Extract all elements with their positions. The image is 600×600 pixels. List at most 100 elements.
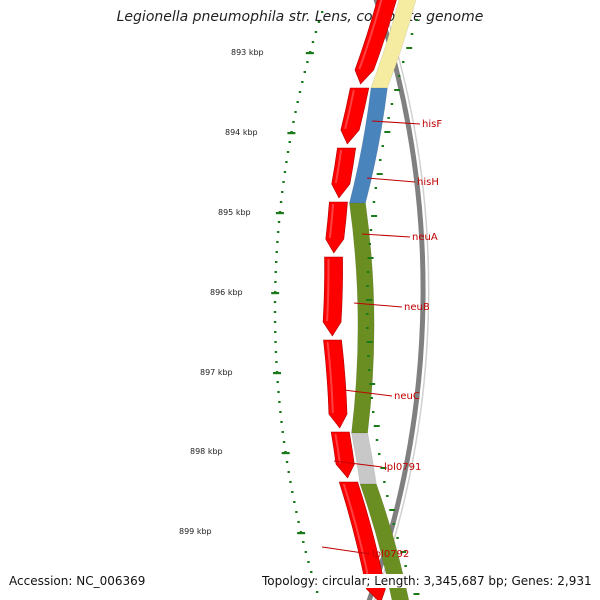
minor-tick bbox=[295, 511, 298, 513]
cds-arrow-highlight bbox=[334, 433, 341, 464]
ring-minor-tick bbox=[401, 61, 405, 63]
major-tick bbox=[287, 132, 296, 135]
ring-minor-tick bbox=[377, 453, 381, 455]
ring-major-tick bbox=[384, 131, 391, 133]
minor-tick bbox=[287, 471, 290, 473]
ring-minor-tick bbox=[374, 187, 378, 189]
label-leader-line bbox=[333, 460, 383, 468]
cds-arrow-highlight bbox=[328, 203, 335, 239]
minor-tick bbox=[285, 161, 288, 163]
feature-track bbox=[349, 0, 417, 600]
ring-major-tick bbox=[367, 257, 374, 259]
minor-tick bbox=[283, 171, 287, 173]
minor-tick bbox=[282, 181, 285, 183]
minor-tick bbox=[292, 121, 295, 123]
ring-major-tick bbox=[406, 47, 413, 49]
minor-tick bbox=[273, 301, 277, 303]
gene-label-hisF[interactable]: hisF bbox=[422, 119, 442, 130]
gene-label-lpl0791[interactable]: lpl0791 bbox=[384, 462, 421, 473]
gene-label-neuA[interactable]: neuA bbox=[412, 232, 438, 243]
ring-minor-tick bbox=[381, 145, 385, 147]
label-leader-line bbox=[321, 546, 371, 555]
minor-tick bbox=[276, 231, 280, 233]
minor-tick bbox=[285, 461, 289, 463]
feature-segment-lpl0792 bbox=[359, 483, 410, 600]
feature-segment-lpl0791 bbox=[351, 432, 377, 485]
minor-tick bbox=[274, 351, 278, 353]
ring-minor-tick bbox=[368, 243, 371, 245]
ring-major-tick bbox=[380, 467, 387, 469]
minor-tick bbox=[274, 271, 277, 273]
cds-arrow bbox=[331, 147, 357, 199]
major-tick bbox=[305, 52, 314, 55]
cds-arrow-highlight bbox=[358, 0, 383, 70]
cds-arrow bbox=[325, 201, 348, 254]
minor-tick bbox=[303, 71, 307, 73]
gene-label-lpl0792[interactable]: lpl0792 bbox=[372, 549, 409, 560]
ring-minor-tick bbox=[366, 285, 369, 287]
minor-tick bbox=[294, 111, 297, 113]
cds-arrow-highlight bbox=[326, 258, 330, 322]
minor-tick bbox=[310, 571, 313, 573]
major-tick bbox=[297, 532, 306, 535]
gene-label-neuB[interactable]: neuB bbox=[404, 302, 430, 313]
ring-minor-tick bbox=[383, 481, 386, 483]
minor-tick bbox=[274, 261, 278, 263]
ring-minor-tick bbox=[415, 19, 419, 21]
ring-minor-tick bbox=[390, 103, 394, 105]
label-leader-line bbox=[343, 389, 393, 397]
minor-tick bbox=[288, 141, 291, 143]
major-tick bbox=[275, 212, 284, 215]
ring-minor-tick bbox=[368, 369, 371, 371]
gene-label-neuC[interactable]: neuC bbox=[394, 391, 420, 402]
major-tick bbox=[271, 292, 280, 295]
minor-tick bbox=[314, 31, 318, 33]
minor-tick bbox=[291, 491, 294, 493]
minor-tick bbox=[317, 21, 321, 23]
minor-tick bbox=[277, 221, 281, 223]
scale-label-897: 897 kbp bbox=[200, 368, 233, 377]
minor-tick bbox=[276, 241, 279, 243]
ring-major-tick bbox=[394, 89, 401, 91]
minor-tick bbox=[275, 361, 278, 363]
cds-arrow-highlight bbox=[326, 341, 334, 414]
minor-tick bbox=[274, 341, 277, 343]
minor-tick bbox=[293, 501, 296, 503]
minor-tick bbox=[280, 421, 283, 423]
minor-tick bbox=[320, 11, 324, 13]
ring-major-tick bbox=[366, 341, 373, 343]
minor-tick bbox=[279, 411, 282, 413]
gene-label-hisH[interactable]: hisH bbox=[417, 177, 439, 188]
scale-label-893: 893 kbp bbox=[231, 48, 264, 57]
minor-tick bbox=[273, 321, 277, 323]
ring-minor-tick bbox=[366, 327, 369, 329]
major-tick bbox=[273, 372, 282, 375]
ring-minor-tick bbox=[397, 75, 401, 77]
ring-minor-tick bbox=[386, 495, 389, 497]
feature-segment-neu bbox=[349, 202, 375, 434]
minor-tick bbox=[289, 481, 292, 483]
minor-tick bbox=[275, 251, 278, 253]
cds-arrow bbox=[354, 0, 397, 85]
ring-minor-tick bbox=[372, 201, 376, 203]
cds-arrow bbox=[330, 431, 355, 479]
ring-major-tick bbox=[369, 383, 376, 385]
minor-tick bbox=[315, 591, 319, 593]
cds-arrow bbox=[323, 339, 348, 429]
label-leaders bbox=[321, 120, 421, 555]
cds-arrow-highlight bbox=[344, 89, 355, 130]
ring-minor-tick bbox=[371, 411, 375, 413]
minor-tick bbox=[274, 281, 277, 283]
ring-minor-tick bbox=[387, 117, 390, 119]
label-leader-line bbox=[353, 302, 403, 308]
major-ticks bbox=[271, 52, 314, 535]
backbone-outer-line bbox=[366, 0, 426, 600]
scale-label-896: 896 kbp bbox=[210, 288, 243, 297]
ring-major-tick bbox=[389, 509, 396, 511]
minor-tick bbox=[302, 541, 305, 543]
ring-major-tick bbox=[413, 593, 420, 595]
ring-minor-tick bbox=[404, 565, 407, 567]
minor-tick bbox=[301, 81, 304, 83]
scale-label-898: 898 kbp bbox=[190, 447, 223, 456]
